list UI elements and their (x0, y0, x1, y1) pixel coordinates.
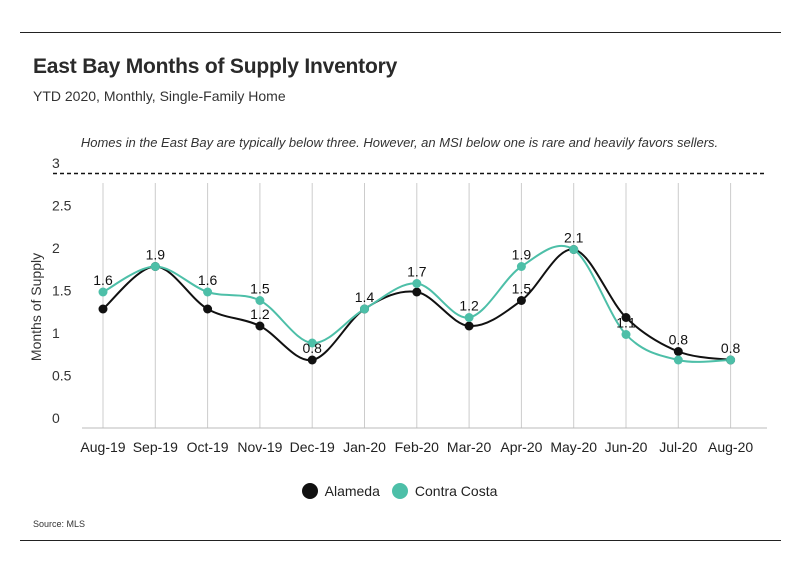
data-labels: 1.6 1.9 1.6 1.5 1.2 0.8 1.4 1.7 1.2 1.9 1.5 2.1 1.1 0… (93, 230, 740, 357)
point-contra-costa (360, 304, 369, 314)
point-contra-costa (464, 313, 474, 322)
grid-layer (53, 172, 767, 429)
data-label: 1.2 (459, 298, 479, 314)
top-rule (20, 32, 781, 33)
legend-swatch-alameda (301, 483, 318, 499)
y-tick-labels: 0 0.5 1 1.5 2 2.5 3 (52, 155, 72, 426)
x-tick-label: Apr-20 (500, 439, 542, 455)
data-label: 1.5 (250, 281, 270, 297)
x-tick-label: May-20 (550, 439, 597, 455)
data-label: 1.6 (198, 272, 218, 288)
point-alameda (516, 296, 526, 305)
chart-annotation: Homes in the East Bay are typically belo… (80, 135, 719, 150)
y-tick-label: 1.5 (52, 283, 72, 299)
point-alameda (464, 321, 474, 331)
legend-label-alameda: Alameda (324, 483, 380, 499)
x-tick-label: Jul-20 (659, 439, 697, 455)
x-tick-label: Aug-20 (708, 439, 753, 455)
data-label: 1.9 (512, 247, 532, 263)
y-tick-label: 1 (52, 325, 60, 341)
point-contra-costa (255, 296, 265, 305)
point-alameda (673, 347, 683, 356)
data-label: 2.1 (564, 230, 584, 246)
series-points (98, 245, 736, 365)
chart-subtitle: YTD 2020, Monthly, Single-Family Home (33, 88, 286, 104)
point-contra-costa (307, 338, 317, 348)
point-contra-costa (150, 262, 160, 271)
x-tick-label: Mar-20 (447, 439, 492, 455)
data-label: 1.6 (93, 272, 113, 288)
data-label: 1.4 (355, 289, 375, 305)
point-contra-costa (621, 330, 631, 339)
point-alameda (203, 304, 213, 314)
chart-title: East Bay Months of Supply Inventory (33, 55, 398, 78)
point-contra-costa (569, 245, 579, 254)
point-contra-costa (726, 355, 736, 365)
y-tick-label: 0.5 (52, 368, 72, 384)
y-tick-label: 3 (52, 155, 60, 171)
data-label: 1.5 (512, 281, 532, 297)
data-label: 1.2 (250, 306, 270, 322)
point-contra-costa (203, 287, 213, 297)
data-label: 1.9 (146, 247, 166, 263)
x-tick-labels: Aug-19 Sep-19 Oct-19 Nov-19 Dec-19 Jan-20 Feb-… (80, 439, 753, 455)
x-tick-label: Dec-19 (290, 439, 335, 455)
x-tick-label: Feb-20 (395, 439, 440, 455)
y-axis-label: Months of Supply (28, 253, 44, 361)
x-tick-label: Oct-19 (187, 439, 229, 455)
data-label: 0.8 (721, 340, 741, 356)
legend-swatch-contra-costa (391, 483, 408, 499)
point-contra-costa (98, 287, 108, 297)
y-tick-label: 2.5 (52, 198, 72, 214)
x-tick-label: Sep-19 (133, 439, 178, 455)
point-alameda (621, 313, 631, 322)
x-tick-label: Jan-20 (343, 439, 386, 455)
x-tick-label: Jun-20 (605, 439, 648, 455)
x-tick-label: Nov-19 (237, 439, 282, 455)
point-alameda (255, 321, 265, 331)
point-contra-costa (673, 355, 683, 365)
point-alameda (412, 287, 422, 297)
point-alameda (98, 304, 108, 314)
legend: Alameda Contra Costa (0, 483, 799, 499)
data-label: 0.8 (302, 340, 322, 356)
data-label: 1.7 (407, 264, 427, 280)
legend-label-contra-costa: Contra Costa (414, 483, 498, 499)
point-alameda (307, 355, 317, 365)
legend-item-contra-costa: Contra Costa (391, 483, 498, 499)
y-tick-label: 2 (52, 240, 60, 256)
source-note: Source: MLS (33, 519, 86, 529)
legend-item-alameda: Alameda (301, 483, 380, 499)
y-tick-label: 0 (52, 410, 60, 426)
data-label: 1.1 (616, 315, 636, 331)
bottom-rule (20, 540, 781, 541)
point-contra-costa (412, 279, 422, 288)
x-tick-label: Aug-19 (80, 439, 125, 455)
data-label: 0.8 (669, 332, 689, 348)
point-contra-costa (516, 262, 526, 271)
